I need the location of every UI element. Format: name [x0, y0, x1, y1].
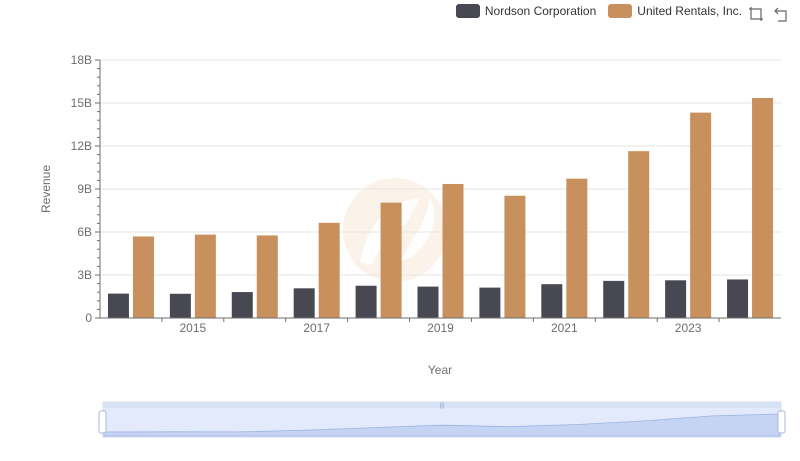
- x-tick-label: 2015: [180, 321, 207, 335]
- data-zoom-slider[interactable]: |||: [98, 401, 786, 438]
- bar-nordson-2024[interactable]: [727, 279, 749, 318]
- y-tick-label: 3B: [77, 268, 92, 282]
- bar-united-rentals-2018[interactable]: [380, 202, 402, 318]
- slider-preview-line: [103, 413, 781, 437]
- y-tick-label: 6B: [77, 225, 92, 239]
- bar-united-rentals-2021[interactable]: [566, 178, 588, 318]
- x-tick-label: 2017: [303, 321, 330, 335]
- bar-united-rentals-2014[interactable]: [132, 236, 154, 318]
- bar-nordson-2021[interactable]: [541, 284, 563, 318]
- bars-group: [107, 97, 774, 318]
- legend-swatch-nordson: [455, 4, 480, 18]
- bar-nordson-2020[interactable]: [479, 287, 501, 318]
- x-tick-label: 2023: [675, 321, 702, 335]
- y-axis-title: Revenue: [39, 165, 53, 213]
- bar-nordson-2018[interactable]: [355, 285, 377, 318]
- bar-united-rentals-2020[interactable]: [504, 195, 526, 318]
- zoom-select-icon[interactable]: [748, 6, 764, 22]
- chart-toolbox: [748, 6, 790, 22]
- bar-united-rentals-2019[interactable]: [442, 183, 464, 318]
- y-tick-label: 15B: [71, 96, 92, 110]
- axes-group: 0 3B 6B 9B 12B 15B 18B 2015 2017 2019 2021 2023: [71, 53, 781, 335]
- y-tick-label: 0: [85, 311, 92, 325]
- legend-swatch-united-rentals: [608, 4, 633, 18]
- bar-united-rentals-2024[interactable]: [752, 97, 774, 318]
- legend-item-nordson[interactable]: Nordson Corporation: [455, 4, 597, 18]
- y-tick-label: 12B: [71, 139, 92, 153]
- bar-united-rentals-2015[interactable]: [194, 234, 216, 318]
- y-tick-label: 18B: [71, 53, 92, 67]
- x-tick-label: 2021: [551, 321, 578, 335]
- bar-nordson-2015[interactable]: [169, 293, 191, 318]
- restore-icon[interactable]: [774, 6, 790, 22]
- slider-handle-left[interactable]: [98, 410, 107, 434]
- y-tick-label: 9B: [77, 182, 92, 196]
- x-tick-label: 2019: [427, 321, 454, 335]
- x-axis-title: Year: [428, 363, 452, 377]
- bar-nordson-2014[interactable]: [107, 293, 129, 318]
- bar-united-rentals-2017[interactable]: [318, 222, 340, 318]
- slider-grip-icon[interactable]: |||: [440, 403, 445, 409]
- slider-top-bar[interactable]: [103, 402, 781, 408]
- legend-label-nordson: Nordson Corporation: [484, 4, 597, 18]
- bar-united-rentals-2022[interactable]: [628, 151, 650, 318]
- bar-united-rentals-2023[interactable]: [690, 112, 712, 318]
- chart-legend: Nordson Corporation United Rentals, Inc.: [455, 4, 742, 18]
- bar-nordson-2016[interactable]: [231, 292, 253, 318]
- bar-nordson-2019[interactable]: [417, 286, 439, 318]
- bar-nordson-2022[interactable]: [603, 280, 625, 318]
- slider-handle-right[interactable]: [777, 410, 786, 434]
- bar-united-rentals-2016[interactable]: [256, 235, 278, 318]
- legend-item-united-rentals[interactable]: United Rentals, Inc.: [608, 4, 742, 18]
- bar-nordson-2023[interactable]: [665, 280, 687, 318]
- bar-nordson-2017[interactable]: [293, 288, 315, 318]
- legend-label-united-rentals: United Rentals, Inc.: [637, 4, 742, 18]
